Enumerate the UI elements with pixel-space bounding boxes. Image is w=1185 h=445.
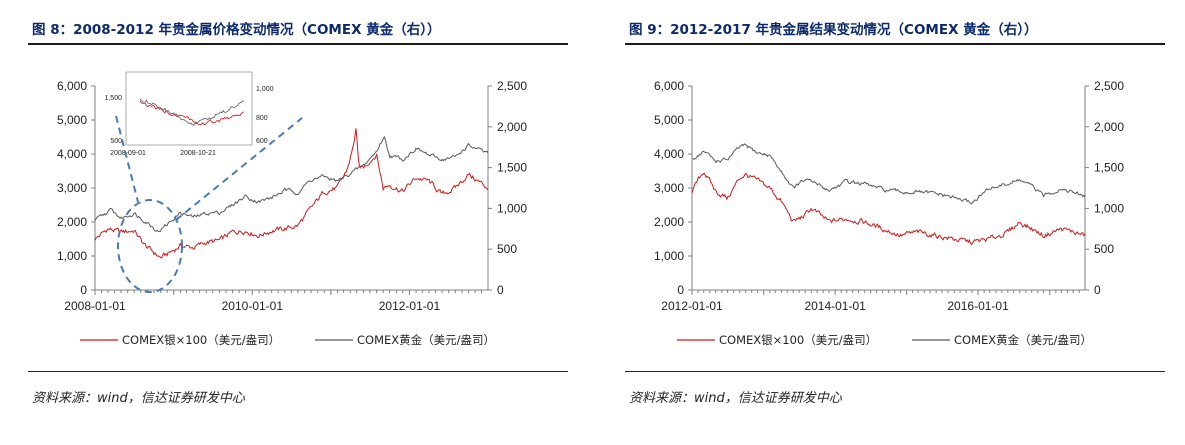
figure-9-panel: 图 9：2012-2017 年贵金属结果变动情况（COMEX 黄金（右）） 0 1…: [597, 0, 1177, 445]
y-right-tick-label: 0: [1094, 283, 1101, 297]
y-right-tick-label: 2,500: [1094, 79, 1124, 93]
y-right-tick-label: 0: [497, 283, 504, 297]
figure-8-chart: 0 1,000 2,000 3,000 4,000 5,000 6,000 0 500 1,000…: [57, 71, 527, 347]
y-right-tick-label: 500: [1094, 242, 1114, 256]
x-tick-label: 2014-01-01: [804, 299, 866, 313]
figure-9-title: 图 9：2012-2017 年贵金属结果变动情况（COMEX 黄金（右））: [629, 22, 1038, 38]
inset-line-silver: [139, 100, 244, 126]
inset-x-tick-label: 2008-09-01: [110, 150, 146, 157]
y-left-tick-label: 2,000: [57, 215, 87, 229]
figure-8-top-rule: [28, 43, 568, 45]
y-left-tick-label: 0: [80, 283, 87, 297]
series-line-silver: [691, 172, 1086, 246]
figure-9-chart: 0 1,000 2,000 3,000 4,000 5,000 6,000 0 500 1,000…: [654, 79, 1124, 347]
y-right-tick-label: 500: [497, 242, 517, 256]
y-left-tick-label: 3,000: [654, 181, 684, 195]
inset-x-tick-label: 2008-10-21: [180, 150, 216, 157]
inset-right-tick-label: 800: [256, 115, 268, 122]
figure-8-source: 资料来源：wind，信达证券研发中心: [32, 391, 245, 406]
legend-label-silver: COMEX银×100（美元/盎司）: [719, 333, 877, 347]
y-left-tick-label: 1,000: [57, 249, 87, 263]
y-left-tick-label: 6,000: [57, 79, 87, 93]
series-line-gold: [692, 143, 1086, 205]
inset-right-tick-label: 600: [256, 138, 268, 145]
y-right-tick-label: 2,000: [497, 120, 527, 134]
y-left-tick-label: 5,000: [57, 113, 87, 127]
y-left-tick-label: 3,000: [57, 181, 87, 195]
inset-left-tick-label: 500: [110, 138, 122, 145]
zoom-highlight-ellipse: [117, 199, 183, 293]
x-tick-label: 2012-01-01: [379, 299, 441, 313]
inset-line-gold: [139, 99, 245, 126]
y-left-tick-label: 6,000: [654, 79, 684, 93]
y-right-tick-label: 2,500: [497, 79, 527, 93]
y-right-tick-label: 1,000: [497, 201, 527, 215]
figure-8-bottom-rule: [28, 371, 568, 372]
inset-right-tick-label: 1,000: [256, 86, 274, 93]
legend-label-gold: COMEX黄金（美元/盎司）: [357, 333, 495, 347]
x-tick-label: 2010-01-01: [222, 299, 284, 313]
x-tick-label: 2008-01-01: [64, 299, 126, 313]
figure-9-bottom-rule: [625, 371, 1165, 372]
y-right-tick-label: 1,000: [1094, 201, 1124, 215]
x-tick-label: 2016-01-01: [947, 299, 1009, 313]
zoom-connector-line: [115, 115, 139, 203]
figure-9-source: 资料来源：wind，信达证券研发中心: [629, 391, 842, 406]
y-left-tick-label: 2,000: [654, 215, 684, 229]
x-tick-label: 2012-01-01: [661, 299, 723, 313]
zoom-connector-line: [175, 117, 303, 221]
figure-8-panel: 图 8：2008-2012 年贵金属价格变动情况（COMEX 黄金（右）） 0 1…: [0, 0, 580, 445]
series-line-silver: [94, 128, 489, 259]
y-right-tick-label: 1,500: [1094, 161, 1124, 175]
figure-9-top-rule: [625, 43, 1165, 45]
legend-label-silver: COMEX银×100（美元/盎司）: [122, 333, 280, 347]
y-right-tick-label: 2,000: [1094, 120, 1124, 134]
inset-frame: [125, 71, 253, 146]
y-left-tick-label: 0: [677, 283, 684, 297]
inset-left-tick-label: 1,500: [104, 95, 122, 102]
y-left-tick-label: 1,000: [654, 249, 684, 263]
y-left-tick-label: 4,000: [654, 147, 684, 161]
legend-label-gold: COMEX黄金（美元/盎司）: [954, 333, 1092, 347]
series-line-gold: [94, 135, 489, 232]
figure-8-title: 图 8：2008-2012 年贵金属价格变动情况（COMEX 黄金（右））: [32, 22, 441, 38]
zoom-inset: 1,500 500 1,000 800 600 2008-09-01 2008-10-21: [104, 71, 303, 293]
y-right-tick-label: 1,500: [497, 161, 527, 175]
y-left-tick-label: 5,000: [654, 113, 684, 127]
y-left-tick-label: 4,000: [57, 147, 87, 161]
